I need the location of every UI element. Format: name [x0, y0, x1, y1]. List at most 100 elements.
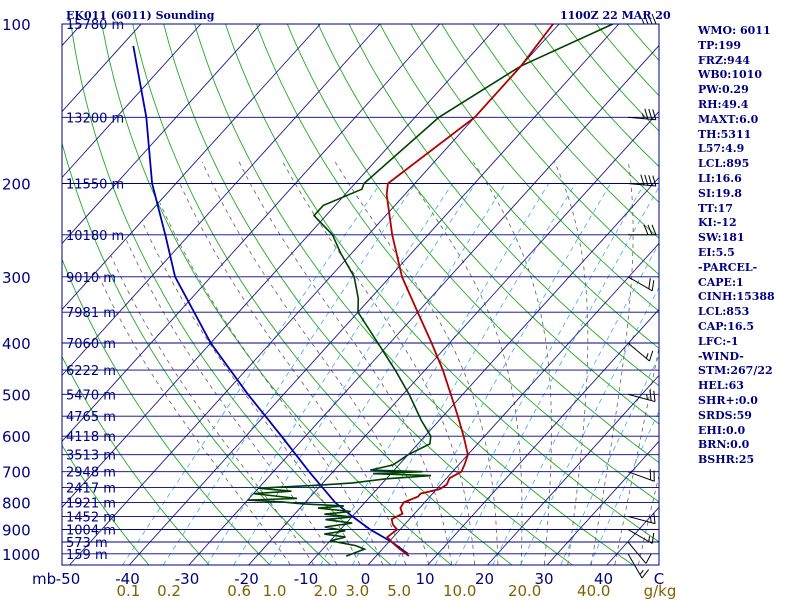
height-label: 9010 m — [66, 271, 116, 286]
pressure-tick-label: 1000 — [2, 546, 40, 564]
dry-adiabat — [225, 24, 659, 543]
barb-feather — [644, 174, 649, 186]
barb-feather — [651, 532, 655, 544]
height-label: 4118 m — [66, 430, 116, 445]
index-item: BSHR:25 — [698, 453, 755, 467]
barb-staff — [627, 342, 650, 362]
barb-feather — [651, 280, 655, 291]
barb-staff — [627, 276, 653, 292]
wind-barb — [627, 174, 657, 187]
wind-barb — [627, 108, 657, 121]
mixing-ratio-unit-label: g/kg — [644, 582, 677, 600]
height-label: 5470 m — [66, 388, 116, 403]
temperature-tick-label: 20 — [475, 570, 494, 588]
barb-half-feather — [650, 517, 652, 523]
index-item: TT:17 — [698, 201, 733, 215]
temperature-tick-label: -50 — [56, 570, 81, 588]
mixing-ratio-tick-label: 5.0 — [387, 582, 411, 600]
mixing-ratio-line — [122, 183, 381, 565]
barb-feather — [653, 512, 656, 524]
index-item: L57:4.9 — [698, 142, 745, 156]
dry-adiabat — [62, 444, 150, 565]
mixing-ratio-tick-label: 20.0 — [508, 582, 541, 600]
pressure-tick-label: 900 — [2, 522, 31, 540]
wind-barbs — [627, 13, 657, 579]
index-item: STM:267/22 — [698, 364, 773, 378]
mixing-ratio-tick-label: 0.2 — [157, 582, 181, 600]
pressure-unit-label: mb — [32, 570, 56, 588]
barb-feather — [648, 350, 654, 362]
parcel-line — [132, 45, 409, 555]
index-item: WMO: 6011 — [698, 24, 771, 37]
mixing-ratio-tick-label: 0.1 — [117, 582, 141, 600]
wind-barb — [627, 389, 656, 403]
index-item: LCL:853 — [698, 305, 750, 319]
mixing-ratio-line — [320, 183, 550, 565]
dry-adiabat — [472, 24, 659, 239]
index-item: TP:199 — [698, 38, 742, 52]
height-label: 7060 m — [66, 337, 116, 352]
dry-adiabat — [70, 24, 392, 565]
index-item: CAPE:1 — [698, 275, 744, 289]
index-item: BRN:0.0 — [698, 438, 750, 452]
temperature-tick-label: 10 — [415, 570, 434, 588]
dry-adiabat — [286, 24, 659, 464]
moist-adiabat — [282, 161, 476, 565]
temperature-tick-label: -40 — [115, 570, 140, 588]
temperature-line — [385, 24, 554, 557]
pressure-tick-label: 100 — [2, 16, 31, 34]
barb-staff — [627, 393, 656, 403]
barb-staff — [627, 515, 656, 525]
pressure-tick-label: 600 — [2, 428, 31, 446]
isotherm — [62, 24, 321, 311]
mixing-ratio-line — [434, 183, 645, 565]
dry-adiabat — [503, 24, 659, 203]
barb-feather — [649, 389, 652, 401]
pressure-tick-label: 800 — [2, 494, 31, 512]
temperature-tick-label: 30 — [534, 570, 553, 588]
barb-feather — [647, 224, 653, 235]
isotherm — [546, 440, 659, 565]
barb-half-feather — [641, 18, 645, 25]
height-label: 7981 m — [66, 306, 116, 321]
height-label: 15780 m — [66, 18, 124, 33]
wind-barb — [627, 553, 650, 579]
moist-adiabat — [590, 161, 634, 565]
mixing-ratio-tick-label: 10.0 — [443, 582, 476, 600]
mixing-ratio-tick-label: 1.0 — [263, 582, 287, 600]
height-label: 573 m — [66, 536, 108, 551]
moist-adiabat — [110, 255, 314, 565]
moist-adiabat — [141, 221, 361, 565]
barb-feather — [653, 470, 655, 482]
dewpoint-line — [247, 24, 614, 557]
index-item: FRZ:944 — [698, 53, 751, 67]
height-label: 6222 m — [66, 364, 116, 379]
mixing-ratio-tick-label: 2.0 — [314, 582, 338, 600]
wind-barb — [627, 342, 654, 362]
barb-feather — [643, 224, 649, 235]
wind-barb — [627, 469, 655, 482]
index-item: HEL:63 — [698, 379, 744, 393]
dry-adiabat — [62, 141, 331, 565]
dry-adiabat — [441, 24, 659, 276]
barb-feather — [649, 469, 652, 480]
dry-adiabat — [317, 24, 659, 425]
barb-feather — [647, 13, 653, 25]
moist-adiabat — [238, 161, 453, 565]
isotherm — [62, 24, 500, 508]
index-item: LCL:895 — [698, 157, 750, 171]
pressure-tick-label: 700 — [2, 464, 31, 482]
index-item: EHI:0.0 — [698, 423, 746, 437]
barb-feather — [651, 13, 657, 25]
isotherm — [188, 44, 659, 565]
barb-half-feather — [641, 113, 645, 119]
moist-adiabat — [554, 161, 589, 565]
temperature-tick-label: 40 — [594, 570, 613, 588]
pressure-tick-label: 200 — [2, 175, 31, 193]
barb-staff — [627, 541, 647, 564]
isotherm — [62, 24, 261, 245]
barb-feather — [640, 174, 645, 186]
height-label: 2948 m — [66, 466, 116, 481]
height-label: 10180 m — [66, 229, 124, 244]
mixing-ratio-labels: 0.1 0.2 0.6 1.0 2.0 3.0 5.0 10.0 20.0 40.0 g/kg — [117, 582, 677, 600]
